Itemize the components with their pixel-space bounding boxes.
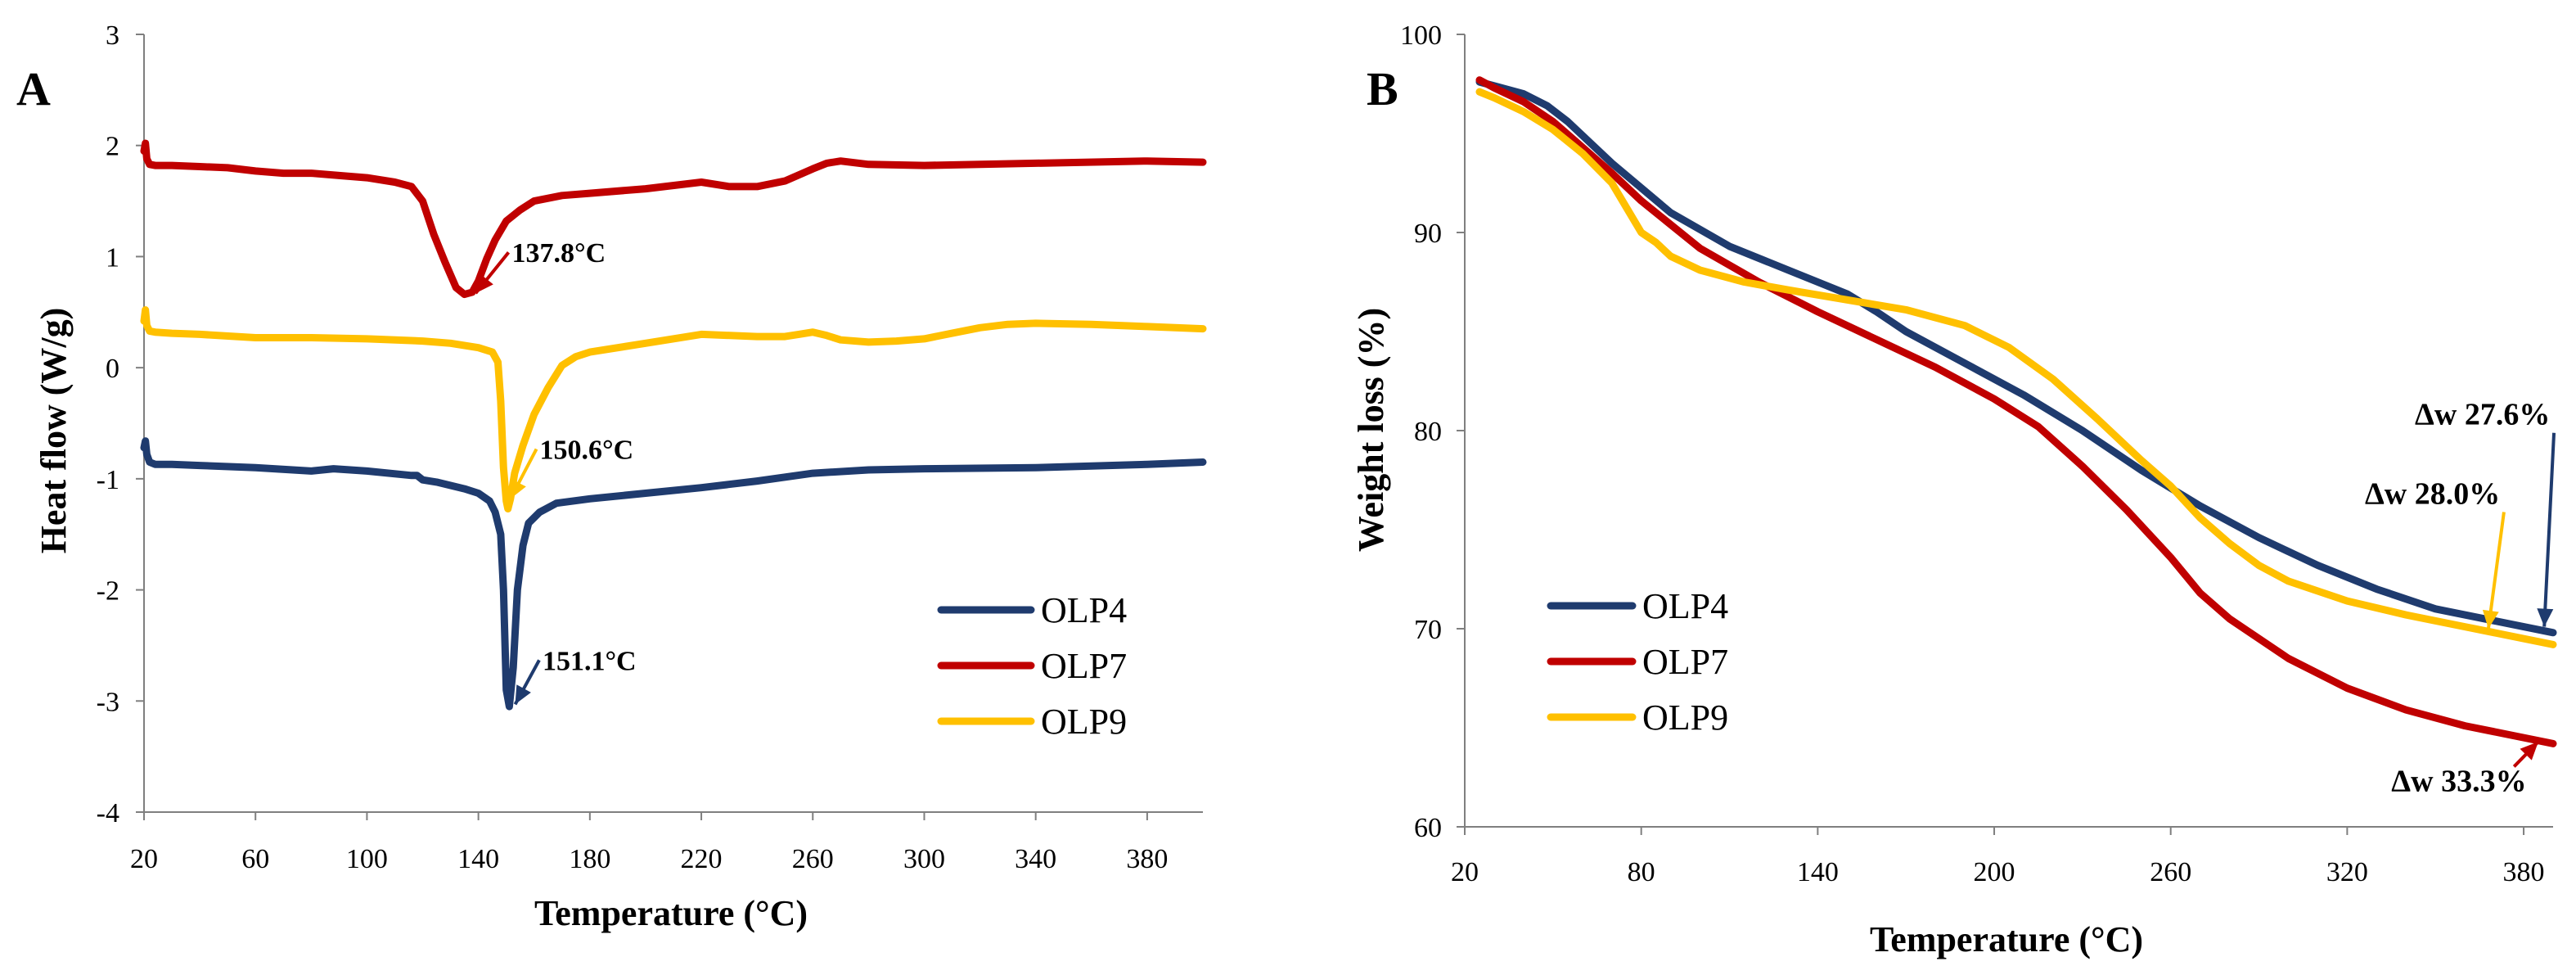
panel-b-annotation-arrowhead	[2537, 608, 2554, 627]
panel-a-legend: OLP4 OLP7 OLP9	[937, 590, 1127, 742]
panel-b-x-tick-label: 260	[2150, 857, 2191, 887]
panel-b-legend-label-olp7: OLP7	[1642, 642, 1728, 682]
panel-a-y-tick-label: -2	[97, 576, 119, 607]
panel-b-annotation-arrow	[2542, 432, 2556, 627]
panel-a-series-line-olp7	[140, 139, 1207, 299]
panel-b-y-tick-label: 90	[1414, 219, 1442, 249]
panel-b-annotation-label: Δw 28.0%	[2365, 477, 2500, 512]
panel-b-x-tick-label: 200	[1974, 857, 2015, 887]
panel-b-x-tick-label: 80	[1628, 857, 1655, 887]
panel-b-annotation-label: Δw 33.3%	[2391, 764, 2526, 798]
panel-a-x-tick-label: 300	[903, 844, 945, 874]
panel-a-series-line-olp9	[140, 306, 1207, 512]
panel-a-annotation-label: 151.1°C	[543, 646, 637, 676]
panel-b-annotation-arrowhead	[2520, 741, 2539, 761]
panel-a-x-tick-label: 20	[130, 844, 158, 874]
panel-a-x-tick-label: 140	[457, 844, 499, 874]
panel-b-annotation-arrow	[2486, 512, 2506, 630]
panel-a-series-line-olp4	[140, 437, 1207, 711]
panel-b-y-tick-label: 80	[1414, 417, 1442, 447]
panel-a-x-tick-label: 260	[792, 844, 834, 874]
panel-a-x-tick-label: 60	[241, 844, 269, 874]
panel-b-legend-label-olp9: OLP9	[1642, 697, 1728, 738]
panel-b-y-axis-label: Weight loss (%)	[1351, 308, 1391, 552]
panel-a-x-tick-label: 180	[569, 844, 610, 874]
panel-b-axes: 20 80 140 200 260 320 380 60 70 80 90 100	[1400, 20, 2553, 887]
panel-a-annotation-label: 150.6°C	[540, 435, 634, 465]
panel-a-annotation-arrowhead	[475, 273, 493, 294]
panel-a-y-tick-label: 0	[106, 354, 119, 384]
panel-a-annotation-arrowhead	[515, 684, 531, 705]
panel-a-annotation-label: 137.8°C	[511, 238, 606, 269]
panel-a-x-tick-label: 380	[1126, 844, 1168, 874]
panel-a-legend-label-olp9: OLP9	[1041, 702, 1127, 742]
panel-b-annotation-arrowhead	[2482, 609, 2499, 629]
panel-b-y-tick-label: 100	[1400, 20, 1442, 51]
panel-b-x-tick-label: 380	[2503, 857, 2545, 887]
panel-b-y-tick-label: 70	[1414, 615, 1442, 645]
panel-b-x-axis-label: Temperature (°C)	[1870, 919, 2143, 959]
panel-a-series	[140, 139, 1207, 711]
panel-b-legend: OLP4 OLP7 OLP9	[1547, 586, 1728, 738]
panel-a-legend-label-olp7: OLP7	[1041, 646, 1127, 686]
panel-a-label: A	[16, 62, 51, 115]
panel-b-x-tick-label: 20	[1451, 857, 1479, 887]
panel-b-annotations: Δw 27.6% Δw 28.0% Δw 33.3%	[2365, 398, 2556, 798]
panel-a-axes: 20 60 100 140 180 220 260 300 340 380 -4 -3 -2 -1 0 1 2 3	[97, 20, 1203, 874]
panel-a-x-tick-label: 220	[681, 844, 723, 874]
panel-a-x-tick-label: 100	[346, 844, 388, 874]
panel-a-annotations: 137.8°C 150.6°C 151.1°C	[474, 238, 637, 706]
panel-a-y-tick-label: -3	[97, 687, 119, 717]
panel-a-annotation-arrowhead	[510, 479, 526, 499]
panel-b-label: B	[1367, 62, 1398, 115]
panel-a-y-axis-label: Heat flow (W/g)	[34, 308, 74, 554]
panel-b-y-tick-label: 60	[1414, 813, 1442, 843]
panel-b-series-line-olp9	[1475, 88, 2557, 648]
panel-a-x-tick-label: 340	[1015, 844, 1056, 874]
panel-a: A 20 60 100 140 180 220 260 300 340 380 -4 -3 -2 -1 0 1…	[16, 20, 1207, 933]
panel-b-series-line-olp4	[1475, 78, 2557, 637]
panel-a-y-tick-label: 1	[106, 242, 119, 273]
panel-b-annotation-label: Δw 27.6%	[2415, 398, 2550, 432]
panel-b-series	[1475, 76, 2557, 747]
panel-b: B 20 80 140 200 260 320 380 60 70 80 90 100 Δw 27.6…	[1351, 20, 2557, 959]
panel-b-x-tick-label: 140	[1797, 857, 1839, 887]
panel-b-legend-label-olp4: OLP4	[1642, 586, 1728, 626]
panel-b-series-line-olp7	[1475, 76, 2557, 747]
panel-a-y-tick-label: -1	[97, 465, 119, 495]
panel-a-x-axis-label: Temperature (°C)	[534, 893, 808, 933]
panel-b-x-tick-label: 320	[2326, 857, 2368, 887]
panel-a-y-tick-label: 2	[106, 132, 119, 162]
panel-a-y-tick-label: 3	[106, 20, 119, 51]
panel-a-y-tick-label: -4	[97, 798, 119, 828]
panel-a-legend-label-olp4: OLP4	[1041, 590, 1127, 630]
